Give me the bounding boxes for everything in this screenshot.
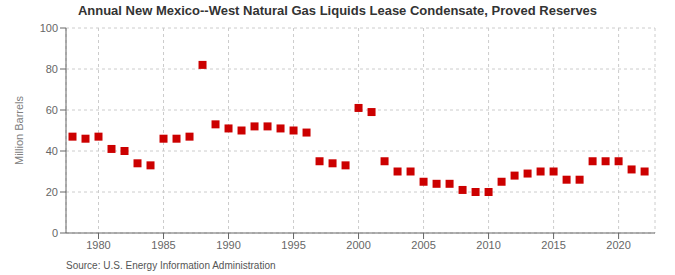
- svg-text:100: 100: [40, 22, 58, 34]
- svg-text:2020: 2020: [606, 239, 630, 251]
- svg-text:2005: 2005: [411, 239, 435, 251]
- svg-text:1990: 1990: [216, 239, 240, 251]
- svg-text:2015: 2015: [541, 239, 565, 251]
- svg-text:40: 40: [46, 145, 58, 157]
- svg-text:Million Barrels: Million Barrels: [13, 95, 25, 165]
- svg-text:60: 60: [46, 104, 58, 116]
- svg-text:80: 80: [46, 63, 58, 75]
- svg-text:2010: 2010: [476, 239, 500, 251]
- svg-text:1985: 1985: [151, 239, 175, 251]
- svg-text:20: 20: [46, 186, 58, 198]
- html-text:Annual New Mexico--West Natura: Annual New Mexico--West Natural Gas Liqu…: [77, 3, 598, 18]
- svg-text:2000: 2000: [346, 239, 370, 251]
- svg-text:1980: 1980: [86, 239, 110, 251]
- svg-text:0: 0: [52, 227, 58, 239]
- html-text:Source: U.S. Energy Informatio: Source: U.S. Energy Information Administ…: [66, 260, 276, 271]
- svg-text:1995: 1995: [281, 239, 305, 251]
